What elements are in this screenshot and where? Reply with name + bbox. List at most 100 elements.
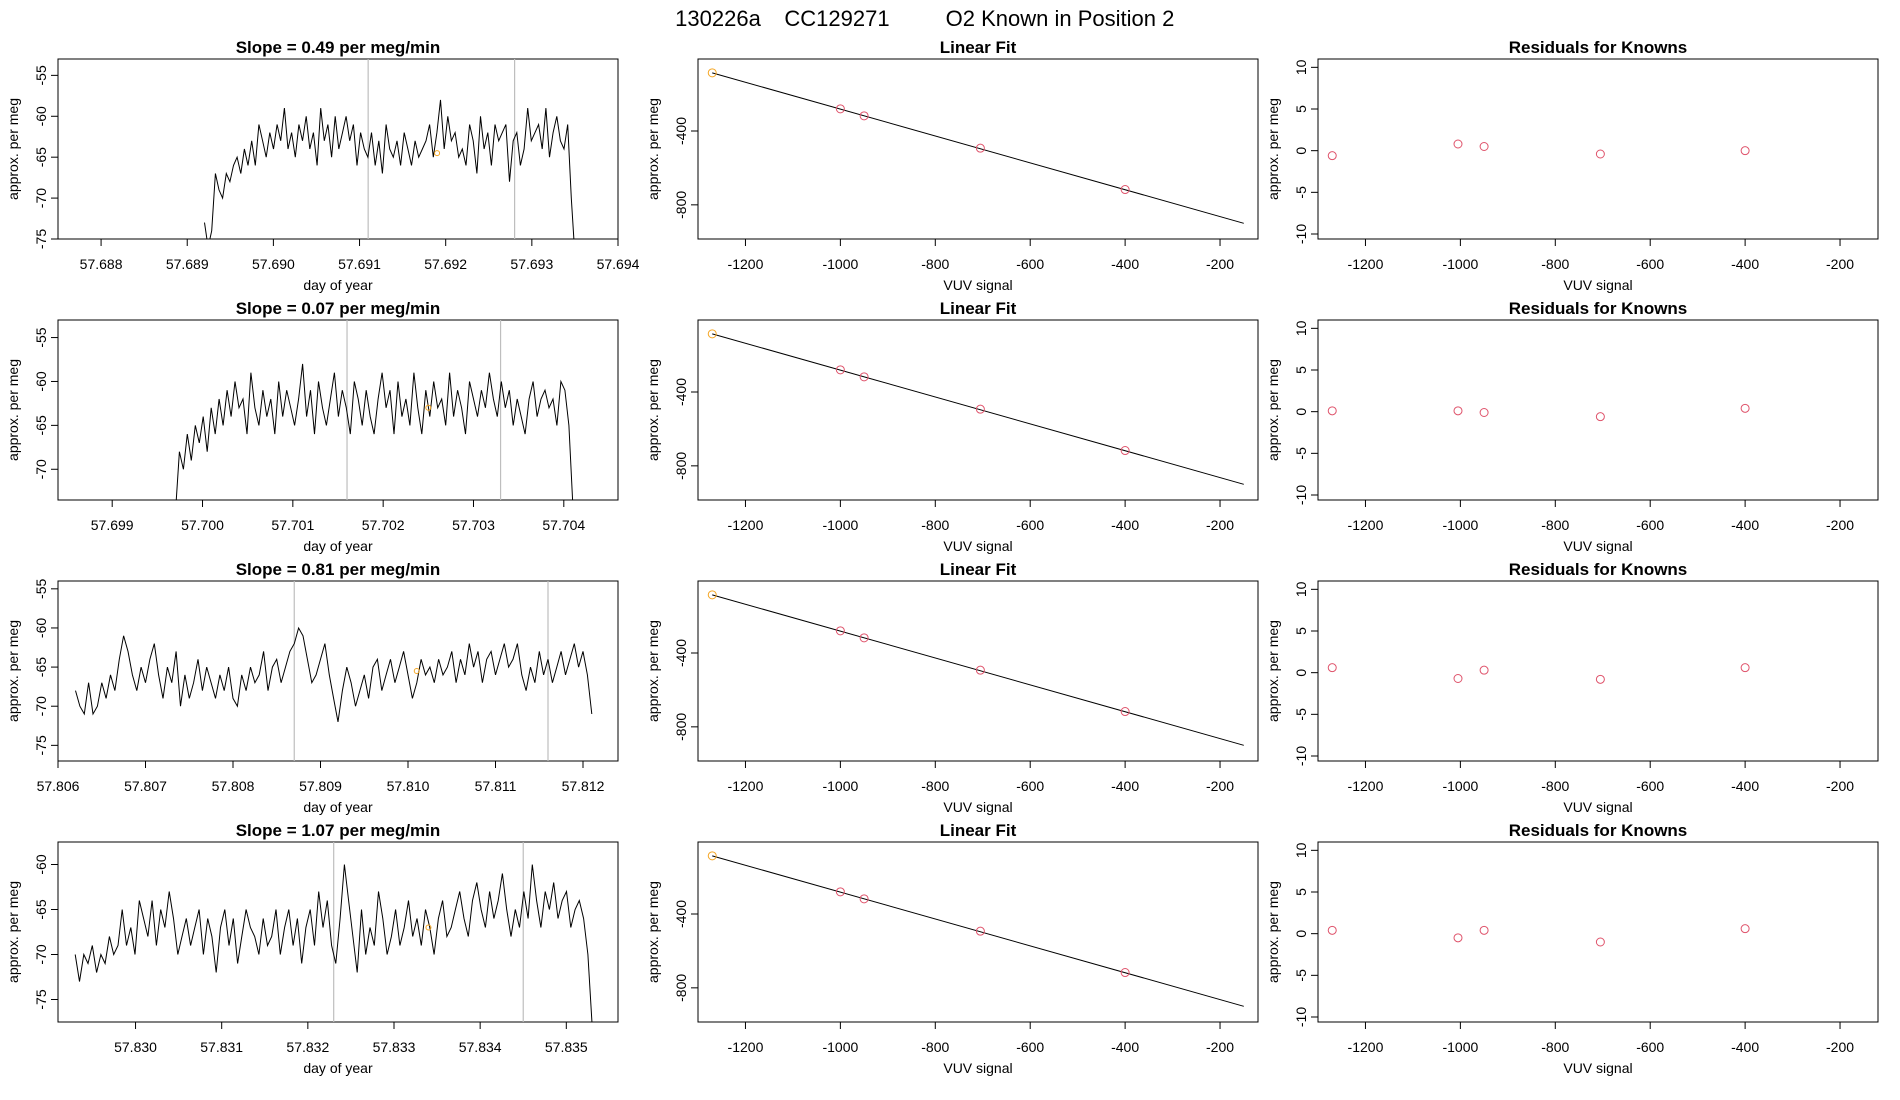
- row4-time-series-x-tick-label: 57.833: [373, 1039, 416, 1055]
- row2-residuals-known-point: [1479, 408, 1489, 417]
- row3-time-series-x-tick-label: 57.809: [299, 778, 342, 794]
- row4-residuals-x-axis-label: VUV signal: [1563, 1060, 1632, 1076]
- row2-residuals-x-tick-label: -1000: [1442, 517, 1478, 533]
- row4-time-series-y-tick-label: -65: [33, 899, 49, 919]
- row3-time-series-y-tick-label: -55: [33, 578, 49, 598]
- row3-time-series-x-tick-label: 57.812: [562, 778, 605, 794]
- row4-time-series-mean-marker: [425, 924, 432, 931]
- row3-residuals-x-tick-label: -400: [1731, 778, 1759, 794]
- row4-residuals-y-axis-label: approx. per meg: [1265, 881, 1281, 983]
- row1-time-series-y-tick-label: -55: [33, 65, 49, 85]
- row2-time-series-x-tick-label: 57.700: [181, 517, 224, 533]
- row2-time-series-y-tick-label: -65: [33, 415, 49, 435]
- row1-linear-fit-known-point: [859, 111, 869, 121]
- row2-residuals-y-tick-label: -10: [1293, 485, 1309, 505]
- row1-residuals-plot-area: [1327, 139, 1750, 161]
- row2-time-series-plot-frame: [57, 319, 619, 501]
- row4-residuals-panel: Residuals for Knowns VUV signal approx. pe…: [1265, 821, 1879, 1076]
- row3-linear-fit-known-point: [859, 633, 869, 643]
- row2-residuals-known-point: [1740, 403, 1750, 413]
- panel-grid: Slope = 0.49 per meg/min day of year appro…: [5, 38, 1879, 1076]
- row4-time-series-x-tick-label: 57.834: [459, 1039, 502, 1055]
- row1-residuals-plot-frame: [1317, 58, 1879, 240]
- row4-time-series-y-axis-label: approx. per meg: [5, 881, 21, 983]
- row4-residuals-y-tick-label: 5: [1293, 888, 1309, 896]
- row1-time-series-y-tick-label: -75: [33, 229, 49, 249]
- row3-linear-fit-x-tick-label: -1200: [728, 778, 764, 794]
- row1-residuals-y-tick-label: 0: [1293, 147, 1309, 155]
- row3-residuals-panel: Residuals for Knowns VUV signal approx. pe…: [1265, 560, 1879, 815]
- row4-time-series-panel: Slope = 1.07 per meg/min day of year appro…: [5, 821, 619, 1076]
- row2-residuals-x-axis-label: VUV signal: [1563, 538, 1632, 554]
- row2-linear-fit-x-tick-label: -800: [921, 517, 949, 533]
- row2-linear-fit-x-tick-label: -600: [1016, 517, 1044, 533]
- row2-linear-fit-plot-frame: [697, 319, 1259, 501]
- row3-linear-fit-x-tick-label: -200: [1206, 778, 1234, 794]
- row1-residuals-panel: Residuals for Knowns VUV signal approx. pe…: [1265, 38, 1879, 293]
- row1-residuals-x-axis-label: VUV signal: [1563, 277, 1632, 293]
- row3-linear-fit-y-tick-label: -400: [673, 639, 689, 667]
- row3-residuals-known-point: [1595, 674, 1605, 684]
- row1-time-series-title: Slope = 0.49 per meg/min: [236, 38, 441, 57]
- row2-residuals-x-tick-label: -800: [1541, 517, 1569, 533]
- row3-linear-fit-known-point: [975, 665, 985, 675]
- figure-title-run-id: 130226a: [675, 6, 761, 31]
- row4-linear-fit-y-tick-label: -800: [673, 974, 689, 1002]
- row3-time-series-y-tick-label: -70: [33, 696, 49, 716]
- row4-linear-fit-x-tick-label: -1000: [822, 1039, 858, 1055]
- row1-time-series-y-axis-label: approx. per meg: [5, 98, 21, 200]
- row1-residuals-known-point: [1740, 146, 1750, 156]
- row2-linear-fit-x-tick-label: -1000: [822, 517, 858, 533]
- row1-linear-fit-x-tick-label: -1200: [728, 256, 764, 272]
- row4-residuals-x-tick-label: -400: [1731, 1039, 1759, 1055]
- row3-time-series-x-tick-label: 57.808: [212, 778, 255, 794]
- row1-time-series-panel: Slope = 0.49 per meg/min day of year appro…: [5, 38, 640, 293]
- row4-linear-fit-known-point: [975, 926, 985, 936]
- row1-residuals-title: Residuals for Knowns: [1509, 38, 1688, 57]
- row2-linear-fit-known-point: [975, 404, 985, 414]
- row1-linear-fit-y-axis-label: approx. per meg: [645, 98, 661, 200]
- row3-time-series-title: Slope = 0.81 per meg/min: [236, 560, 441, 579]
- row1-time-series-x-tick-label: 57.694: [597, 256, 640, 272]
- row4-linear-fit-x-tick-label: -1200: [728, 1039, 764, 1055]
- row3-linear-fit-panel: Linear Fit VUV signal approx. per meg -1200…: [645, 560, 1259, 815]
- row3-residuals-x-tick-label: -1200: [1348, 778, 1384, 794]
- row2-linear-fit-x-tick-label: -1200: [728, 517, 764, 533]
- row1-linear-fit-plot-area: [707, 68, 1244, 224]
- row3-linear-fit-highlight-point: [707, 590, 717, 600]
- row1-time-series-mean-marker: [434, 150, 441, 157]
- row1-linear-fit-x-tick-label: -800: [921, 256, 949, 272]
- row4-residuals-known-point: [1479, 925, 1489, 935]
- row3-residuals-known-point: [1740, 663, 1750, 673]
- row1-linear-fit-x-tick-label: -1000: [822, 256, 858, 272]
- row2-residuals-known-point: [1595, 412, 1605, 422]
- row1-linear-fit-x-tick-label: -600: [1016, 256, 1044, 272]
- row3-time-series-y-tick-label: -65: [33, 657, 49, 677]
- row2-time-series-y-tick-label: -70: [33, 459, 49, 479]
- row2-residuals-x-tick-label: -600: [1636, 517, 1664, 533]
- row2-residuals-y-tick-label: 10: [1293, 320, 1309, 336]
- row1-residuals-y-tick-label: 10: [1293, 59, 1309, 75]
- row2-residuals-x-tick-label: -400: [1731, 517, 1759, 533]
- row1-linear-fit-y-tick-label: -800: [673, 191, 689, 219]
- row2-residuals-known-point: [1453, 406, 1463, 416]
- row2-linear-fit-y-tick-label: -800: [673, 452, 689, 480]
- row4-residuals-x-tick-label: -600: [1636, 1039, 1664, 1055]
- row2-linear-fit-x-tick-label: -400: [1111, 517, 1139, 533]
- row4-linear-fit-known-point: [1120, 968, 1130, 978]
- row1-time-series-x-axis-label: day of year: [303, 277, 373, 293]
- row2-time-series-x-tick-label: 57.702: [362, 517, 405, 533]
- row4-linear-fit-panel: Linear Fit VUV signal approx. per meg -1200…: [645, 821, 1259, 1076]
- row1-residuals-known-point: [1453, 139, 1463, 149]
- row3-time-series-series-line: [75, 626, 593, 722]
- row4-time-series-series-line: [74, 864, 593, 1022]
- row3-time-series-mean-marker: [413, 668, 420, 674]
- row1-time-series-plot-frame: [57, 58, 619, 240]
- figure-title-description: O2 Known in Position 2: [946, 6, 1175, 31]
- row4-time-series-title: Slope = 1.07 per meg/min: [236, 821, 441, 840]
- row4-residuals-y-tick-label: 10: [1293, 842, 1309, 858]
- row4-residuals-x-tick-label: -1200: [1348, 1039, 1384, 1055]
- row4-time-series-y-tick-label: -75: [33, 989, 49, 1009]
- row3-residuals-title: Residuals for Knowns: [1509, 560, 1688, 579]
